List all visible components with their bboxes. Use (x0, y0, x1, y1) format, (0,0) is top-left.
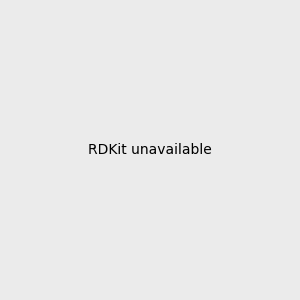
Text: RDKit unavailable: RDKit unavailable (88, 143, 212, 157)
